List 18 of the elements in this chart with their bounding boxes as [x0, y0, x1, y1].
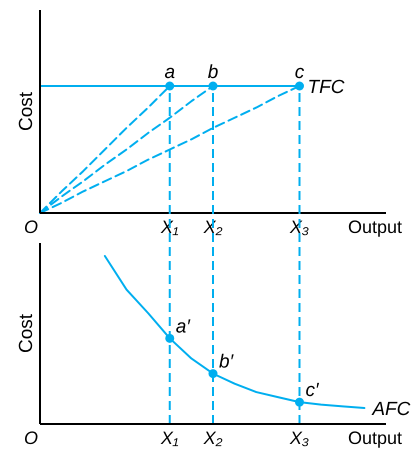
x-tick-label: X₁: [160, 428, 179, 448]
annotation: c: [294, 62, 305, 83]
text: O: [24, 428, 38, 448]
annotation: b: [208, 62, 218, 83]
series-label: TFC: [308, 77, 345, 98]
series-label: AFC: [371, 399, 411, 420]
annotation: c′: [306, 380, 320, 402]
y-axis-title: Cost: [16, 313, 37, 354]
y-axis-title: Cost: [16, 91, 37, 132]
text: O: [24, 217, 38, 237]
annotation: a′: [176, 316, 192, 338]
annotation: b′: [219, 352, 235, 373]
x-tick-label: X₃: [288, 428, 310, 448]
x-axis-title: Output: [348, 217, 402, 237]
annotation: a: [164, 62, 176, 83]
x-axis-title: Output: [348, 428, 402, 448]
x-tick-label: X₂: [202, 428, 223, 448]
x-tick-label: X₁: [160, 217, 179, 237]
